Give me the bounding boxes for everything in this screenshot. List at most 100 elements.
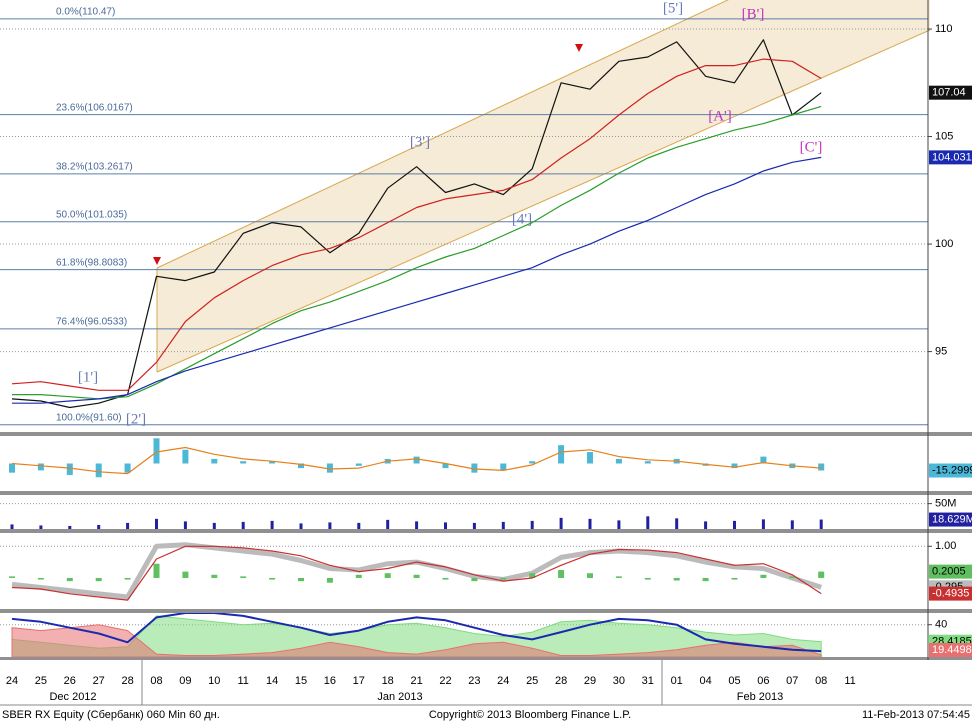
wave-label: [1'] xyxy=(78,369,98,385)
bar xyxy=(211,458,218,464)
x-tick-label: 05 xyxy=(728,675,740,687)
value-label: 19.4498 xyxy=(932,644,972,656)
y-tick-label: 95 xyxy=(935,345,947,357)
bar xyxy=(269,461,276,464)
bar xyxy=(558,445,565,464)
bar xyxy=(415,521,419,529)
fib-label: 76.4%(96.0533) xyxy=(56,317,127,328)
x-tick-label: 28 xyxy=(555,675,567,687)
x-tick-label: 24 xyxy=(497,675,509,687)
value-label: -15.2999 xyxy=(932,464,972,476)
line xyxy=(11,612,822,653)
x-tick-label: 28 xyxy=(121,675,133,687)
bar xyxy=(442,463,449,469)
bar xyxy=(818,571,825,578)
line xyxy=(11,39,822,409)
value-label-box xyxy=(929,463,972,478)
bar xyxy=(328,522,332,529)
bar xyxy=(240,576,247,578)
value-label: 107.04 xyxy=(932,87,966,99)
bar xyxy=(413,574,420,578)
bar xyxy=(617,520,621,529)
signal-marker xyxy=(575,44,583,52)
x-tick-label: 24 xyxy=(6,675,18,687)
bar xyxy=(126,522,130,529)
panel-separator xyxy=(0,529,972,533)
bar xyxy=(124,577,131,580)
panel-separator xyxy=(0,609,972,613)
month-label: Jan 2013 xyxy=(377,691,422,703)
bar xyxy=(9,576,15,578)
wave-label: [2'] xyxy=(126,411,146,427)
bar xyxy=(298,577,304,582)
wave-label: [5'] xyxy=(663,0,683,16)
x-tick-label: 11 xyxy=(844,675,855,687)
x-tick-label: 30 xyxy=(613,675,625,687)
bar xyxy=(355,574,362,578)
bar xyxy=(761,519,765,529)
bar xyxy=(212,522,216,529)
signal-marker xyxy=(153,257,161,265)
line xyxy=(12,156,822,404)
x-tick-label: 16 xyxy=(324,675,336,687)
channel-lower xyxy=(156,29,931,373)
bar xyxy=(299,523,303,529)
bar xyxy=(269,577,276,580)
x-tick-label: 07 xyxy=(786,675,798,687)
bar xyxy=(819,519,823,529)
x-tick-label: 11 xyxy=(237,675,248,687)
value-label: 104.0313 xyxy=(932,151,972,163)
line xyxy=(11,58,822,391)
month-label: Feb 2013 xyxy=(737,691,783,703)
x-tick-label: 14 xyxy=(266,675,278,687)
bar xyxy=(413,456,420,464)
bar xyxy=(587,452,593,464)
bar xyxy=(97,524,101,529)
bar xyxy=(357,522,361,529)
bar xyxy=(760,456,767,464)
value-label: 18.629M xyxy=(932,513,972,525)
bar xyxy=(733,520,736,529)
bar xyxy=(384,573,391,578)
bar xyxy=(240,461,247,464)
bar xyxy=(326,577,333,583)
x-tick-label: 29 xyxy=(584,675,596,687)
fib-label: 38.2%(103.2617) xyxy=(56,162,133,173)
bar xyxy=(68,525,72,529)
bar xyxy=(500,463,507,471)
bar xyxy=(355,463,362,466)
bar xyxy=(66,463,73,475)
x-tick-label: 21 xyxy=(410,675,422,687)
value-label: -0.4935 xyxy=(932,588,969,600)
bar xyxy=(760,574,767,578)
fib-label: 100.0%(91.60) xyxy=(56,412,122,423)
wave-label: [A'] xyxy=(708,108,732,124)
y-tick-label: 40 xyxy=(935,619,947,631)
x-tick-label: 08 xyxy=(150,675,162,687)
y-tick-label: 105 xyxy=(935,130,953,142)
bar xyxy=(37,577,44,580)
bar xyxy=(673,577,680,581)
bar xyxy=(66,577,73,582)
x-tick-label: 01 xyxy=(671,675,683,687)
value-label-box xyxy=(929,85,972,100)
x-tick-label: 31 xyxy=(642,675,654,687)
x-tick-label: 15 xyxy=(295,675,307,687)
value-label-box xyxy=(929,512,972,527)
bar xyxy=(386,519,390,529)
bar xyxy=(704,521,708,529)
wave-label: [3'] xyxy=(410,134,430,150)
bar xyxy=(731,577,738,580)
bar xyxy=(646,516,650,529)
bar xyxy=(615,458,622,464)
line xyxy=(12,105,822,400)
bar xyxy=(529,573,536,578)
bar xyxy=(442,577,449,580)
value-label-box xyxy=(929,643,972,657)
fib-label: 50.0%(101.035) xyxy=(56,209,127,220)
bar xyxy=(155,518,158,529)
panel-separator xyxy=(0,432,972,436)
bar xyxy=(37,463,44,471)
bar xyxy=(559,517,563,529)
